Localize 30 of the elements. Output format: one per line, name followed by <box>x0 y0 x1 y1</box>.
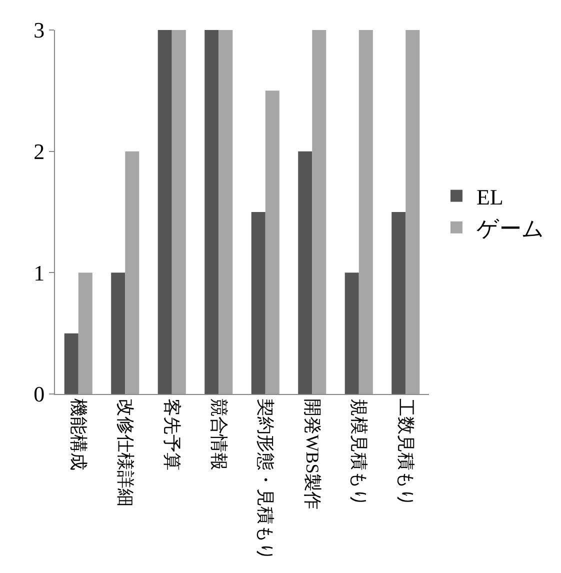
x-tick-label: 客先予算 <box>162 398 182 471</box>
bar <box>158 30 172 394</box>
x-tick-label: 工数見積もり <box>396 398 416 507</box>
x-tick-label: 契約形態・見積もり <box>256 398 276 561</box>
y-tick-label: 2 <box>34 139 45 164</box>
y-tick-label: 0 <box>34 382 45 407</box>
bar <box>358 30 373 394</box>
bar <box>125 151 140 394</box>
bar <box>265 90 280 394</box>
bar <box>172 30 186 394</box>
bar <box>298 151 312 394</box>
bar <box>251 212 266 394</box>
bar <box>111 272 126 394</box>
bar <box>218 30 233 394</box>
x-tick-label: 改修仕様詳細 <box>115 398 136 507</box>
x-tick-label: 競合情報 <box>208 398 229 471</box>
x-tick-label: 開発WBS製作 <box>302 398 322 510</box>
bar <box>64 333 78 394</box>
y-tick-label: 1 <box>34 260 45 286</box>
bar <box>406 30 420 394</box>
legend-label: ゲーム <box>476 216 544 241</box>
y-tick-label: 3 <box>34 18 45 43</box>
bar <box>312 30 326 394</box>
bar <box>204 30 219 394</box>
x-tick-label: 規模見積もり <box>349 398 370 507</box>
legend-label: EL <box>476 184 504 210</box>
x-tick-label: 機能構成 <box>68 398 89 471</box>
bar <box>392 212 406 394</box>
bar <box>78 272 92 394</box>
bar <box>344 272 359 394</box>
